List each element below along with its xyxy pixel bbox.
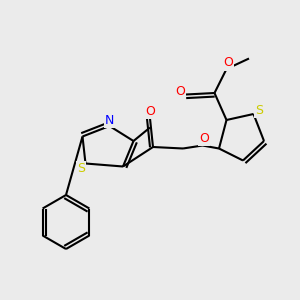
- Text: S: S: [77, 161, 85, 175]
- Text: O: O: [223, 56, 233, 70]
- Text: O: O: [175, 85, 185, 98]
- Text: O: O: [199, 132, 209, 146]
- Text: N: N: [105, 113, 114, 127]
- Text: S: S: [256, 104, 263, 117]
- Text: O: O: [145, 105, 155, 119]
